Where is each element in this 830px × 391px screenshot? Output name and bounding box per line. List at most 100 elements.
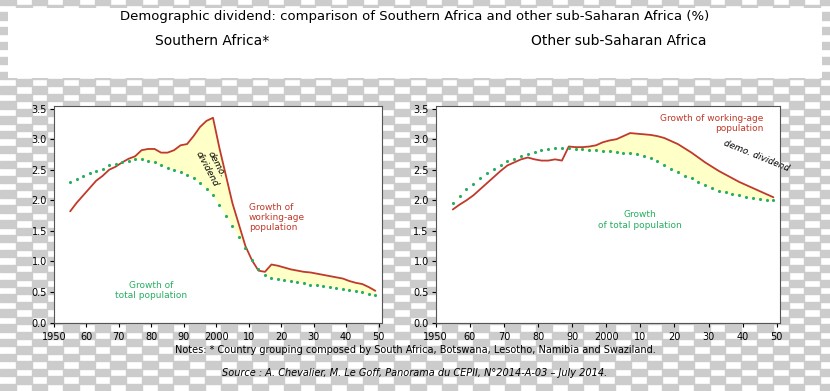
Bar [16,302,32,309]
Bar [142,79,158,86]
Bar [378,86,394,94]
Bar [631,220,647,228]
Bar [47,361,63,369]
Bar [126,86,142,94]
Bar [820,131,830,138]
Bar [63,309,79,317]
Bar [268,332,284,339]
Bar [552,302,568,309]
Bar [394,302,410,309]
Bar [788,190,804,198]
Bar [631,161,647,168]
Bar [489,228,505,235]
Bar [158,86,173,94]
Bar [189,384,205,391]
Bar [599,250,615,257]
Bar [110,34,126,42]
Bar [32,116,47,124]
Bar [599,12,615,20]
Bar [189,42,205,49]
Bar [142,302,158,309]
Bar [378,101,394,109]
Bar [457,346,473,354]
Bar [552,376,568,384]
Bar [615,213,631,220]
Bar [95,250,110,257]
Bar [457,242,473,250]
Bar [520,242,536,250]
Bar [363,302,378,309]
Bar [300,138,315,146]
Bar [347,220,363,228]
Bar [142,198,158,205]
Bar [173,376,189,384]
Bar [536,354,552,361]
Bar [142,20,158,27]
Bar [505,57,520,64]
Bar [662,190,678,198]
Bar [662,86,678,94]
Bar [583,49,599,57]
Bar [442,72,457,79]
Bar [16,183,32,190]
Bar [300,198,315,205]
Bar [757,131,773,138]
Bar [568,146,583,153]
Bar [426,361,442,369]
Bar [47,228,63,235]
Bar [583,346,599,354]
Bar [505,250,520,257]
Bar [426,64,442,72]
Bar [268,124,284,131]
Bar [804,361,820,369]
Bar [426,94,442,101]
Bar [568,294,583,302]
Bar [773,153,788,161]
Bar [237,168,252,176]
Bar [63,205,79,213]
Bar [221,146,237,153]
Bar [237,34,252,42]
Bar [457,168,473,176]
Bar [378,294,394,302]
Bar [16,242,32,250]
Bar [552,183,568,190]
Bar [237,257,252,265]
Bar [568,384,583,391]
Bar [110,332,126,339]
Bar [79,5,95,12]
Bar [583,272,599,280]
Bar [205,317,221,324]
Bar [457,257,473,265]
Bar [599,294,615,302]
Bar [32,354,47,361]
Bar [536,369,552,376]
Bar [773,20,788,27]
Bar [32,0,47,5]
Bar [489,124,505,131]
Bar [473,161,489,168]
Bar [410,280,426,287]
Bar [757,220,773,228]
Bar [788,309,804,317]
Bar [788,235,804,242]
Bar [126,72,142,79]
Bar [284,57,300,64]
Bar [79,242,95,250]
Bar [710,287,725,294]
Bar [315,294,331,302]
Bar [788,57,804,64]
Bar [158,72,173,79]
Bar [820,250,830,257]
Bar [725,220,741,228]
Bar [47,5,63,12]
Bar [505,280,520,287]
Bar [757,280,773,287]
Bar [205,5,221,12]
Bar [237,20,252,27]
Bar [79,94,95,101]
Bar [331,213,347,220]
Bar [0,101,16,109]
Bar [442,146,457,153]
Bar [173,198,189,205]
